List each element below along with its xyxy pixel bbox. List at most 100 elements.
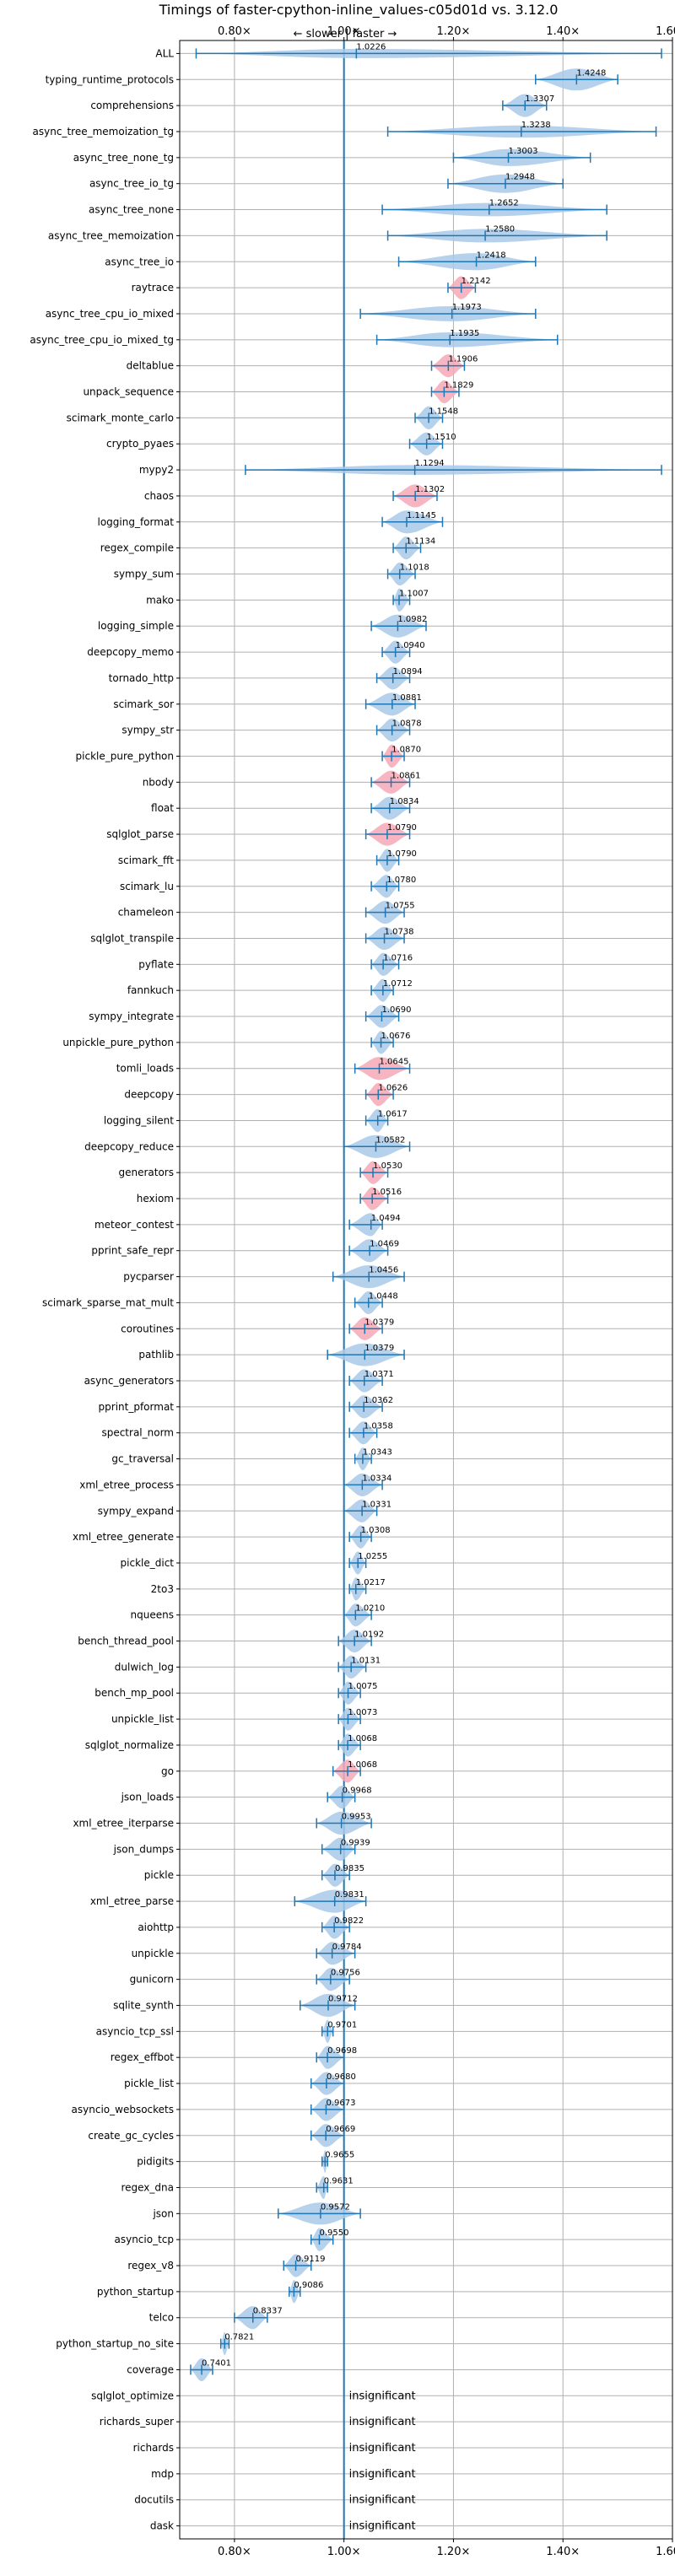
value-label: 1.2652 <box>489 199 519 208</box>
benchmark-label: pathlib <box>138 1349 174 1361</box>
value-label: 0.9712 <box>328 1994 358 2003</box>
benchmark-label: generators <box>118 1167 174 1178</box>
benchmark-label: unpickle <box>132 1948 174 1959</box>
value-label: 1.0834 <box>390 797 419 806</box>
benchmark-label: regex_compile <box>100 542 174 554</box>
value-label: 1.2948 <box>505 173 535 182</box>
benchmark-label: pickle_dict <box>121 1557 175 1569</box>
benchmark-label: create_gc_cycles <box>88 2130 174 2142</box>
value-label: 1.0626 <box>378 1084 408 1093</box>
benchmark-label: docutils <box>134 2494 174 2506</box>
benchmark-label: chameleon <box>118 907 174 919</box>
value-label: 0.9784 <box>332 1943 362 1952</box>
value-label: 0.9835 <box>335 1864 364 1873</box>
benchmark-label: gunicorn <box>130 1974 174 1986</box>
value-label: 0.9680 <box>327 2072 356 2082</box>
benchmark-label: coverage <box>127 2363 174 2375</box>
x-tick-label-bottom: 1.40× <box>546 2546 580 2558</box>
benchmark-label: asyncio_tcp <box>114 2234 174 2245</box>
benchmark-label: python_startup_no_site <box>56 2338 174 2350</box>
value-label: 1.0516 <box>372 1188 402 1197</box>
value-label: 1.0870 <box>392 745 421 754</box>
benchmark-label: async_tree_io <box>105 256 174 267</box>
benchmark-label: json_loads <box>121 1792 174 1803</box>
benchmark-label: deepcopy <box>124 1089 174 1101</box>
benchmark-label: spectral_norm <box>101 1427 174 1439</box>
benchmark-label: python_startup <box>97 2286 174 2298</box>
benchmark-label: pickle_pure_python <box>76 750 174 762</box>
value-label: 1.0712 <box>383 979 413 989</box>
value-label: 1.0645 <box>380 1058 409 1067</box>
benchmark-label: async_generators <box>84 1375 174 1387</box>
value-label: 1.1007 <box>399 589 429 598</box>
value-label: 1.0494 <box>371 1214 401 1223</box>
benchmark-label: dulwich_log <box>115 1661 174 1673</box>
value-label: 1.1935 <box>450 329 479 338</box>
value-label: 0.7401 <box>202 2358 231 2368</box>
benchmark-label: go <box>161 1765 174 1777</box>
benchmark-label: unpickle_list <box>111 1713 174 1725</box>
value-label: 1.0530 <box>373 1161 402 1171</box>
benchmark-label: scimark_fft <box>118 854 174 866</box>
benchmark-label: sqlite_synth <box>113 1999 174 2011</box>
value-label: 0.9673 <box>326 2099 355 2108</box>
benchmark-label: coroutines <box>121 1323 174 1334</box>
insignificant-label: insignificant <box>349 2520 416 2533</box>
insignificant-label: insignificant <box>349 2468 416 2481</box>
value-label: 1.1906 <box>448 355 478 364</box>
value-label: 1.1829 <box>444 381 473 391</box>
benchmark-label: async_tree_io_tg <box>89 178 174 190</box>
value-label: 1.0371 <box>364 1370 394 1379</box>
value-label: 1.0331 <box>362 1500 392 1509</box>
benchmark-label: json_dumps <box>113 1843 174 1855</box>
benchmark-label: pprint_pformat <box>99 1401 175 1413</box>
value-label: 1.1145 <box>407 511 436 520</box>
x-tick-label-top: 1.60× <box>656 25 675 38</box>
value-label: 1.0861 <box>392 771 421 780</box>
benchmark-label: pyflate <box>138 958 174 970</box>
value-label: 1.0755 <box>386 902 415 911</box>
value-label: 1.0790 <box>387 849 417 859</box>
benchmark-label: unpickle_pure_python <box>62 1037 174 1048</box>
benchmark-label: asyncio_websockets <box>72 2104 174 2115</box>
benchmark-label: telco <box>149 2312 174 2324</box>
value-label: 1.0334 <box>362 1474 392 1483</box>
benchmark-label: chaos <box>144 490 174 502</box>
value-label: 1.0255 <box>358 1552 387 1561</box>
value-label: 1.0894 <box>393 667 423 676</box>
benchmark-label: deepcopy_reduce <box>84 1140 174 1152</box>
value-label: 1.4248 <box>576 68 606 78</box>
value-label: 1.2418 <box>477 251 506 260</box>
benchmark-label: pprint_safe_repr <box>91 1245 174 1257</box>
benchmark-label: nqueens <box>131 1609 174 1621</box>
value-label: 1.0217 <box>356 1578 386 1587</box>
benchmark-label: deepcopy_memo <box>87 646 174 658</box>
benchmark-label: asyncio_tcp_ssl <box>96 2025 174 2037</box>
benchmark-label: xml_etree_iterparse <box>73 1818 174 1830</box>
value-label: 1.0210 <box>355 1604 385 1614</box>
value-label: 1.0716 <box>383 953 413 962</box>
violin-layer: 1.0226 1.4248 1.3307 1.3238 1.3003 1.2948 1.26… <box>190 40 662 2539</box>
value-label: 1.0308 <box>361 1526 391 1535</box>
value-label: 1.0469 <box>370 1240 399 1249</box>
value-label: 1.0343 <box>363 1448 392 1458</box>
value-label: 0.9701 <box>327 2020 357 2029</box>
benchmark-label: async_tree_none <box>89 204 174 216</box>
insignificant-label: insignificant <box>349 2494 416 2507</box>
value-label: 1.0780 <box>386 876 416 885</box>
value-label: 1.0676 <box>381 1032 411 1041</box>
benchmark-label: scimark_sor <box>113 698 174 710</box>
value-label: 1.1018 <box>400 563 429 573</box>
value-label: 1.1548 <box>429 407 458 416</box>
value-label: 0.9953 <box>342 1813 371 1822</box>
value-label: 1.3307 <box>525 94 554 104</box>
chart-title: Timings of faster-cpython-inline_values-… <box>159 2 559 19</box>
benchmark-label: comprehensions <box>90 100 174 111</box>
benchmark-label: scimark_monte_carlo <box>67 412 174 423</box>
value-label: 1.0073 <box>348 1708 377 1717</box>
value-label: 1.0617 <box>378 1109 408 1118</box>
value-label: 1.0690 <box>381 1005 411 1015</box>
